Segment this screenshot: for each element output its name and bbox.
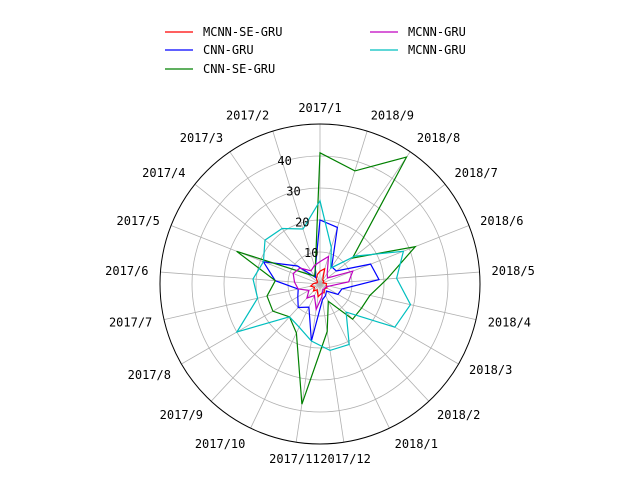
theta-tick-label: 2018/9	[371, 109, 414, 123]
theta-tick-label: 2018/5	[492, 264, 535, 278]
theta-tick-label: 2018/8	[417, 131, 460, 145]
grid-spoke	[320, 284, 459, 364]
legend-entry-label: MCNN-GRU	[408, 25, 466, 39]
grid-spoke	[320, 284, 476, 320]
theta-tick-label: 2018/1	[395, 437, 438, 451]
radial-tick-label: 40	[277, 154, 291, 168]
grid-spoke	[181, 284, 320, 364]
radial-tick-label: 30	[286, 185, 300, 199]
legend-entry-label: MCNN-SE-GRU	[203, 25, 282, 39]
grid-spoke	[211, 284, 320, 401]
theta-tick-label: 2018/3	[469, 363, 512, 377]
grid-spoke	[164, 284, 320, 320]
theta-tick-label: 2017/4	[142, 166, 185, 180]
theta-tick-label: 2018/7	[455, 166, 498, 180]
theta-tick-label: 2017/3	[180, 131, 223, 145]
grid-spoke	[160, 272, 320, 284]
radial-tick-label: 10	[304, 246, 318, 260]
theta-tick-label: 2017/8	[128, 368, 171, 382]
grid-spoke	[320, 284, 389, 428]
theta-tick-label: 2017/6	[105, 264, 148, 278]
grid-spoke	[320, 226, 469, 284]
theta-tick-label: 2017/5	[117, 214, 160, 228]
legend-entry-label: CNN-SE-GRU	[203, 62, 275, 76]
theta-tick-label: 2017/9	[160, 408, 203, 422]
grid-spoke	[320, 284, 429, 401]
legend-entry-label: MCNN-GRU	[408, 43, 466, 57]
legend-entry-label: CNN-GRU	[203, 43, 254, 57]
theta-tick-label: 2017/1	[298, 101, 341, 115]
radial-tick-label: 20	[295, 216, 309, 230]
grid-spoke	[251, 284, 320, 428]
grid-spoke	[320, 284, 344, 442]
theta-tick-label: 2018/4	[488, 315, 531, 329]
theta-tick-label: 2018/2	[437, 408, 480, 422]
theta-tick-label: 2017/12	[320, 452, 371, 466]
grid-spoke	[320, 152, 410, 284]
polar-grid	[160, 124, 480, 444]
theta-tick-label: 2018/6	[480, 214, 523, 228]
grid-spoke	[320, 131, 367, 284]
theta-tick-label: 2017/7	[109, 315, 152, 329]
theta-tick-label: 2017/10	[195, 437, 246, 451]
theta-tick-label: 2017/11	[269, 452, 320, 466]
theta-tick-label: 2017/2	[226, 109, 269, 123]
legend: MCNN-SE-GRU CNN-GRU CNN-SE-GRU MCNN-GRU MCNN…	[165, 25, 466, 76]
